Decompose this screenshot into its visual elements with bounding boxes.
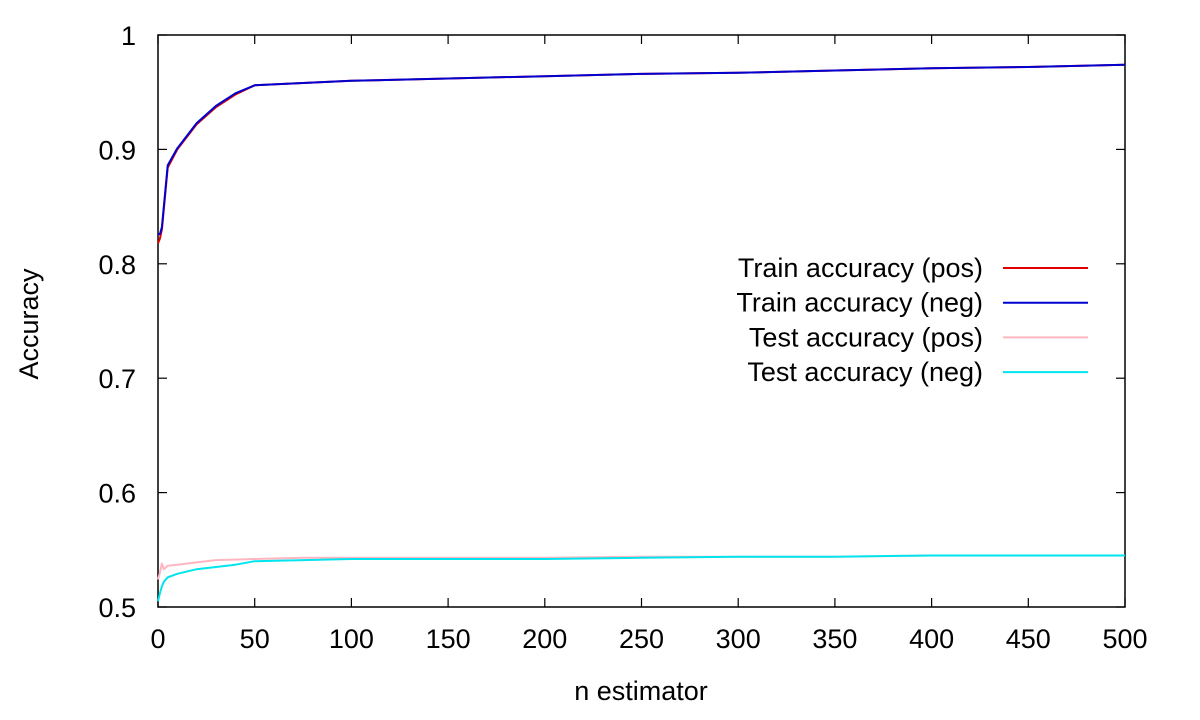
legend-label: Test accuracy (neg): [747, 357, 983, 387]
x-axis-title: n estimator: [574, 676, 708, 706]
x-tick-label: 300: [716, 624, 761, 654]
series-line-3: [157, 554, 1125, 602]
legend-label: Test accuracy (pos): [749, 322, 983, 352]
y-tick-label: 0.7: [98, 364, 136, 394]
plot-frame: [157, 34, 1126, 608]
series-lines: [157, 63, 1126, 602]
x-tick-labels: 0 50 100 150 200 250 300 350 400 450 500: [150, 624, 1147, 654]
x-tick-label: 50: [240, 624, 270, 654]
x-tick-label: 350: [812, 624, 857, 654]
x-tick-label: 0: [150, 624, 165, 654]
x-tick-label: 400: [909, 624, 954, 654]
x-tick-label: 150: [426, 624, 471, 654]
y-tick-label: 0.8: [98, 250, 136, 280]
axis-ticks: [157, 34, 1126, 608]
y-axis-title: Accuracy: [14, 268, 44, 380]
series-line-1: [158, 63, 1126, 236]
y-tick-label: 0.5: [98, 593, 136, 623]
legend: Train accuracy (pos) Train accuracy (neg)…: [736, 253, 1088, 387]
y-tick-label: 1: [121, 21, 136, 51]
y-tick-label: 0.9: [98, 135, 136, 165]
x-tick-label: 200: [522, 624, 567, 654]
x-tick-label: 500: [1102, 624, 1147, 654]
x-tick-label: 250: [619, 624, 664, 654]
x-tick-label: 450: [1006, 624, 1051, 654]
x-tick-label: 100: [329, 624, 374, 654]
y-tick-labels: 0.5 0.6 0.7 0.8 0.9 1: [98, 21, 136, 623]
legend-label: Train accuracy (neg): [736, 288, 983, 318]
y-tick-label: 0.6: [98, 479, 136, 509]
legend-label: Train accuracy (pos): [738, 253, 983, 283]
series-line-0: [157, 63, 1126, 244]
